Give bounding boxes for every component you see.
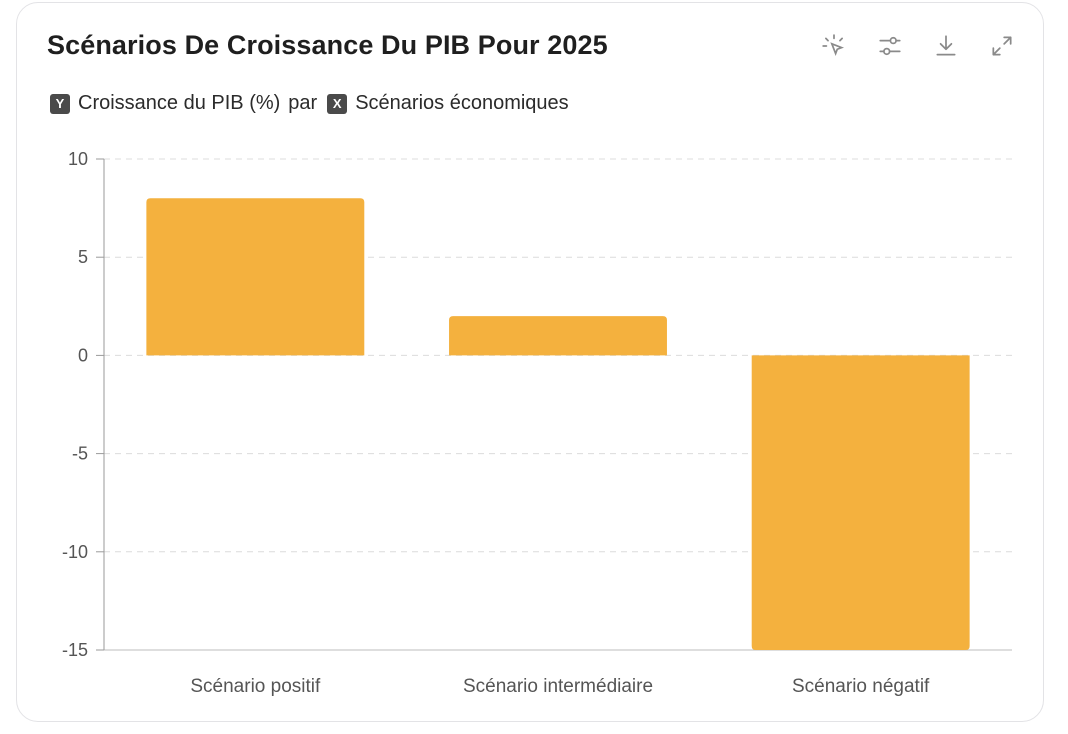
axis-summary: Y Croissance du PIB (%) par X Scénarios … [50,92,569,115]
axis-connector: par [288,92,318,114]
y-tick-label: -15 [62,640,88,660]
select-button[interactable] [816,30,852,66]
y-axis-title: Croissance du PIB (%) [78,92,281,114]
y-tick-label: 10 [68,149,88,169]
download-button[interactable] [928,30,964,66]
chart-title: Scénarios De Croissance Du PIB Pour 2025 [47,30,608,60]
x-category-label: Scénario intermédiaire [463,676,653,697]
y-tick-label: -10 [62,542,88,562]
x-axis-badge: X [327,93,348,114]
sliders-icon [877,33,903,64]
expand-icon [989,33,1015,64]
expand-button[interactable] [984,30,1020,66]
x-category-label: Scénario négatif [792,676,930,697]
bar-2 [449,316,667,356]
y-tick-label: 0 [78,345,88,365]
y-axis-badge: Y [50,93,70,114]
select-icon [821,33,847,64]
bar-3 [751,355,970,650]
x-category-label: Scénario positif [190,676,321,697]
chart-toolbar [816,30,1020,66]
bar-1 [146,198,365,356]
y-tick-label: -5 [72,444,88,464]
download-icon [933,33,959,64]
y-tick-label: 5 [78,247,88,267]
settings-button[interactable] [872,30,908,66]
x-axis-title: Scénarios économiques [355,92,569,114]
